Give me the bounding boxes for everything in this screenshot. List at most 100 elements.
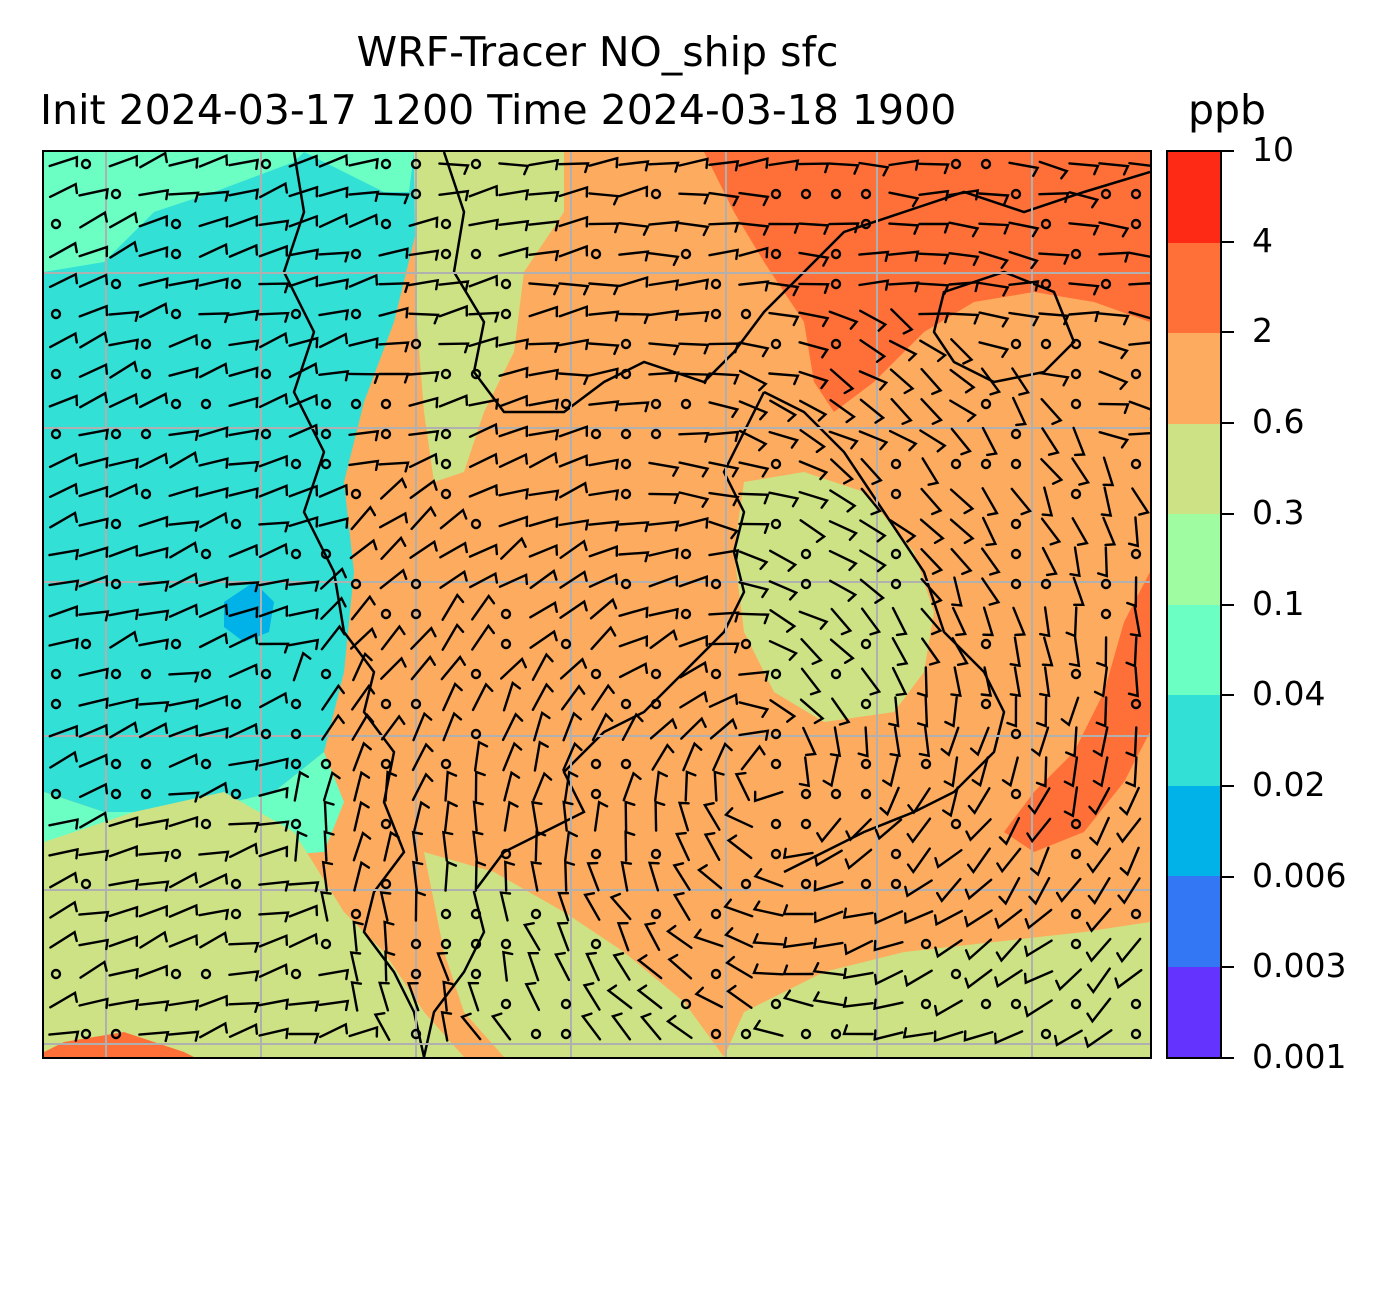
wind-barb bbox=[842, 996, 874, 1008]
wind-barb bbox=[606, 984, 633, 1010]
wind-barb bbox=[708, 430, 740, 442]
wind-barb bbox=[1030, 726, 1050, 757]
wind-barb bbox=[586, 861, 600, 892]
wind-barb bbox=[228, 663, 259, 678]
wind-barb bbox=[258, 392, 289, 409]
wind-barb bbox=[798, 370, 829, 390]
calm-wind-marker bbox=[1130, 218, 1142, 230]
wind-barb bbox=[288, 515, 319, 528]
calm-wind-marker bbox=[950, 158, 962, 170]
wind-barb bbox=[293, 770, 310, 802]
wind-barb bbox=[709, 717, 738, 740]
wind-barb bbox=[981, 426, 998, 457]
wind-barb bbox=[588, 192, 620, 206]
wind-barb bbox=[318, 278, 350, 290]
region-west-aqua bbox=[44, 152, 414, 872]
wind-barb bbox=[352, 651, 373, 682]
calm-wind-marker bbox=[680, 998, 692, 1010]
calm-wind-marker bbox=[1070, 818, 1082, 830]
wind-barb bbox=[828, 162, 860, 175]
wind-barb bbox=[528, 516, 559, 528]
wind-barb bbox=[528, 368, 560, 381]
wind-barb bbox=[708, 549, 740, 561]
wind-barb bbox=[108, 483, 139, 498]
wind-barb bbox=[228, 1023, 259, 1038]
wind-barb bbox=[353, 860, 371, 892]
wind-barb bbox=[168, 485, 199, 498]
wind-barb bbox=[1023, 970, 1054, 985]
wind-barb bbox=[258, 282, 290, 294]
wind-barb bbox=[648, 279, 680, 291]
wind-barb bbox=[1086, 967, 1111, 995]
wind-barb bbox=[48, 452, 79, 469]
wind-barb bbox=[318, 213, 349, 228]
wind-barb bbox=[654, 800, 666, 832]
calm-wind-marker bbox=[1130, 908, 1142, 920]
wind-barb bbox=[921, 457, 940, 486]
calm-wind-marker bbox=[650, 398, 662, 410]
wind-barb bbox=[888, 281, 920, 293]
calm-wind-marker bbox=[650, 188, 662, 200]
wind-barb bbox=[138, 722, 169, 739]
wind-barb bbox=[1041, 486, 1054, 517]
wind-barb bbox=[1055, 968, 1082, 992]
wind-barb bbox=[907, 787, 931, 815]
calm-wind-marker bbox=[320, 758, 332, 770]
calm-wind-marker bbox=[440, 458, 452, 470]
wind-barb bbox=[966, 847, 991, 875]
wind-barb bbox=[498, 487, 529, 500]
wind-barb bbox=[1041, 427, 1060, 456]
wind-barb bbox=[768, 311, 800, 327]
wind-barb bbox=[528, 305, 559, 318]
wind-barb bbox=[934, 849, 963, 869]
wind-barb bbox=[528, 158, 560, 171]
wind-barb bbox=[474, 860, 487, 892]
wind-barb bbox=[524, 981, 541, 1012]
wind-barb bbox=[318, 1022, 349, 1039]
wind-barb bbox=[981, 577, 1001, 606]
wind-barb bbox=[138, 700, 170, 713]
calm-wind-marker bbox=[1010, 548, 1022, 560]
wind-barb bbox=[858, 161, 890, 177]
calm-wind-marker bbox=[920, 938, 932, 950]
wind-barb bbox=[168, 572, 199, 589]
wind-barb bbox=[665, 924, 693, 949]
calm-wind-marker bbox=[830, 668, 842, 680]
calm-wind-marker bbox=[1040, 1028, 1052, 1040]
calm-wind-marker bbox=[320, 398, 332, 410]
wind-barb bbox=[353, 800, 370, 832]
wind-barb bbox=[468, 184, 499, 198]
wind-barb bbox=[936, 877, 962, 903]
wind-barb bbox=[679, 660, 708, 679]
calm-wind-marker bbox=[500, 998, 512, 1010]
wind-barb bbox=[138, 880, 170, 892]
wind-barb bbox=[949, 399, 977, 423]
wind-barb bbox=[558, 454, 589, 468]
calm-wind-marker bbox=[320, 668, 332, 680]
wind-barb bbox=[738, 222, 770, 236]
wind-barb bbox=[1068, 191, 1100, 209]
wind-barb bbox=[873, 910, 904, 925]
wind-barb bbox=[1092, 726, 1109, 758]
wind-barb bbox=[934, 939, 963, 959]
wind-barb bbox=[648, 161, 680, 173]
colorbar-units-label: ppb bbox=[1188, 86, 1267, 134]
wind-barb bbox=[752, 1019, 784, 1037]
wind-barb bbox=[350, 505, 377, 531]
wind-barb bbox=[228, 487, 259, 499]
wind-barb bbox=[1068, 636, 1081, 668]
wind-barb bbox=[860, 667, 882, 696]
wind-barb bbox=[1012, 606, 1027, 637]
coastline-main bbox=[282, 152, 426, 1057]
wind-barb bbox=[1128, 400, 1150, 420]
calm-wind-marker bbox=[830, 278, 842, 290]
wind-barb bbox=[413, 800, 430, 832]
wind-barb bbox=[258, 484, 289, 498]
calm-wind-marker bbox=[500, 848, 512, 860]
wind-barb bbox=[294, 830, 308, 862]
colorbar-tick-label: 0.3 bbox=[1252, 493, 1305, 532]
calm-wind-marker bbox=[980, 998, 992, 1010]
wind-barb bbox=[951, 576, 963, 607]
calm-wind-marker bbox=[830, 788, 842, 800]
calm-wind-marker bbox=[110, 1028, 122, 1040]
